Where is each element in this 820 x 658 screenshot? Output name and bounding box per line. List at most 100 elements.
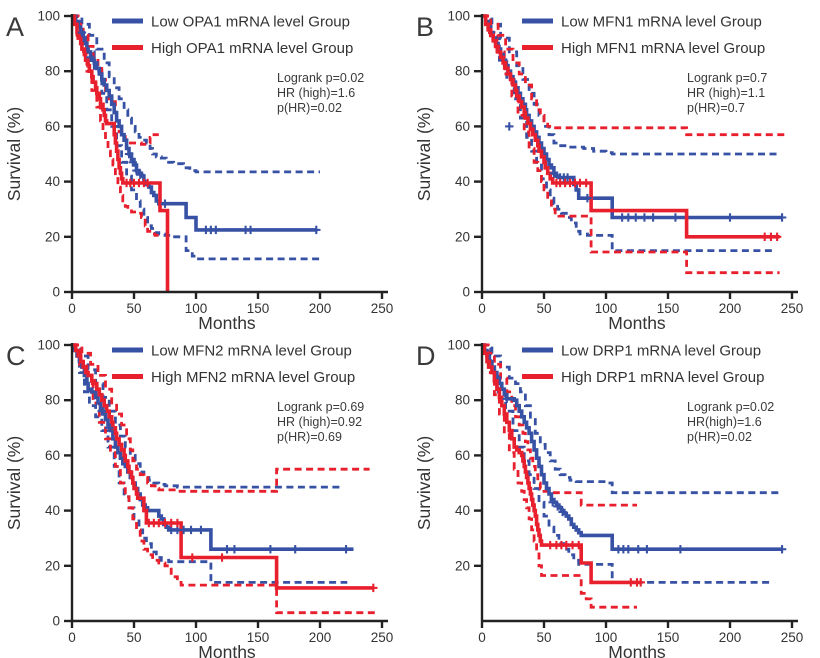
x-tick-label: 200 <box>309 630 332 645</box>
high-ci-lower-curve <box>482 343 637 609</box>
high-ci-lower-curve <box>72 14 163 237</box>
low-censor-mark <box>186 525 196 535</box>
legend-label-low: Low MFN2 mRNA level Group <box>151 343 352 360</box>
stats-line: HR (high)=1.6 <box>277 86 355 100</box>
low-censor-mark <box>624 213 633 222</box>
low-group-curve <box>72 343 354 551</box>
low-censor-mark <box>549 169 559 178</box>
y-tick-label: 0 <box>52 285 60 300</box>
x-tick-label: 250 <box>781 301 804 316</box>
high-censor-mark <box>143 178 152 188</box>
low-censor-mark <box>777 545 787 554</box>
km-plot-D: 20 40 60 80 100 0 50 100 150 200 250 Survival (%) Mo… <box>414 338 804 658</box>
x-axis-title: Months <box>198 642 256 658</box>
x-tick-label: 100 <box>185 301 208 316</box>
high-ci-upper-curve <box>482 343 637 507</box>
x-tick-label: 200 <box>719 630 742 645</box>
low-censor-mark <box>634 545 643 554</box>
low-censor-mark <box>97 407 106 416</box>
y-tick-label: 100 <box>37 338 60 353</box>
low-ci-lower-curve <box>72 14 320 261</box>
x-axis-title: Months <box>198 313 256 329</box>
x-tick-label: 250 <box>371 301 394 316</box>
high-group-curve <box>72 14 170 292</box>
y-tick-label: 40 <box>45 503 60 518</box>
low-censor-mark <box>640 213 649 222</box>
x-tick-label: 100 <box>595 630 618 645</box>
x-tick-label: 50 <box>536 301 551 316</box>
low-censor-mark <box>124 149 134 159</box>
y-tick-label: 60 <box>455 119 470 134</box>
low-censor-mark <box>725 213 735 222</box>
stats-line: Logrank p=0.02 <box>277 71 364 85</box>
low-censor-mark <box>246 225 255 235</box>
legend: Low OPA1 mRNA level Group High OPA1 mRNA … <box>112 14 353 57</box>
y-tick-label: 0 <box>462 285 470 300</box>
censor-marks <box>97 407 378 593</box>
y-tick-label: 100 <box>447 338 470 353</box>
panel-mfn1: 0 20 40 60 80 100 0 50 100 150 200 250 Survival (%) M… <box>410 0 820 330</box>
x-tick-label: 200 <box>719 301 742 316</box>
high-censor-mark <box>173 518 182 528</box>
panel-opa1: 0 20 40 60 80 100 0 50 100 150 200 250 Survival (%) M… <box>0 0 410 330</box>
stats-line: p(HR)=0.7 <box>687 101 745 115</box>
legend-label-low: Low DRP1 mRNA level Group <box>561 343 761 360</box>
y-axis-title: Survival (%) <box>4 107 24 201</box>
legend-label-low: Low OPA1 mRNA level Group <box>151 14 350 31</box>
y-tick-label: 80 <box>455 393 470 408</box>
censor-marks <box>505 122 787 241</box>
high-censor-mark <box>772 232 782 241</box>
low-censor-mark <box>558 507 567 517</box>
low-censor-mark <box>548 498 557 507</box>
high-censor-mark <box>188 553 197 562</box>
y-tick-label: 100 <box>447 9 470 24</box>
stats-line: Logrank p=0.02 <box>687 400 774 414</box>
panel-letter: A <box>6 12 24 42</box>
y-tick-label: 20 <box>45 558 60 573</box>
x-tick-label: 250 <box>371 630 394 645</box>
low-censor-mark <box>312 225 321 235</box>
x-tick-label: 250 <box>781 630 804 645</box>
panel-letter: D <box>416 341 436 371</box>
low-ci-upper-curve <box>482 14 780 156</box>
y-axis-title: Survival (%) <box>4 436 24 530</box>
low-ci-lower-curve <box>482 343 774 584</box>
y-tick-label: 0 <box>52 614 60 629</box>
high-ci-upper-curve <box>482 14 786 137</box>
axes <box>64 343 388 628</box>
x-tick-label: 150 <box>657 630 680 645</box>
low-censor-mark <box>624 545 633 554</box>
x-tick-label: 0 <box>68 301 76 316</box>
low-censor-mark <box>230 545 239 554</box>
y-tick-label: 100 <box>37 9 60 24</box>
x-tick-label: 150 <box>247 301 270 316</box>
y-tick-label: 80 <box>455 64 470 79</box>
low-censor-mark <box>105 423 114 432</box>
high-censor-mark <box>217 553 227 562</box>
y-tick-label: 60 <box>45 448 60 463</box>
stats-line: p(HR)=0.69 <box>277 430 342 444</box>
x-tick-label: 200 <box>309 301 332 316</box>
y-tick-label: 20 <box>455 229 470 244</box>
low-censor-mark <box>671 213 680 222</box>
legend: Low DRP1 mRNA level Group High DRP1 mRNA … <box>522 343 764 386</box>
x-axis-title: Months <box>608 313 666 329</box>
x-axis-title: Months <box>608 642 666 658</box>
axes <box>64 14 388 299</box>
low-censor-mark <box>777 213 787 222</box>
legend-label-low: Low MFN1 mRNA level Group <box>561 14 762 31</box>
high-censor-mark <box>581 178 591 188</box>
high-censor-mark <box>636 578 645 587</box>
survival-curves <box>482 343 783 585</box>
stats-line: Logrank p=0.69 <box>277 400 364 414</box>
x-tick-label: 50 <box>126 301 141 316</box>
legend-label-high: High MFN2 mRNA level Group <box>151 369 355 386</box>
censor-marks <box>502 394 787 587</box>
stats-line: Logrank p=0.7 <box>687 71 767 85</box>
high-censor-mark <box>574 540 583 550</box>
x-tick-label: 100 <box>185 630 208 645</box>
panel-drp1: 20 40 60 80 100 0 50 100 150 200 250 Survival (%) Mo… <box>410 329 820 658</box>
axes <box>474 14 798 299</box>
x-tick-label: 0 <box>478 301 486 316</box>
